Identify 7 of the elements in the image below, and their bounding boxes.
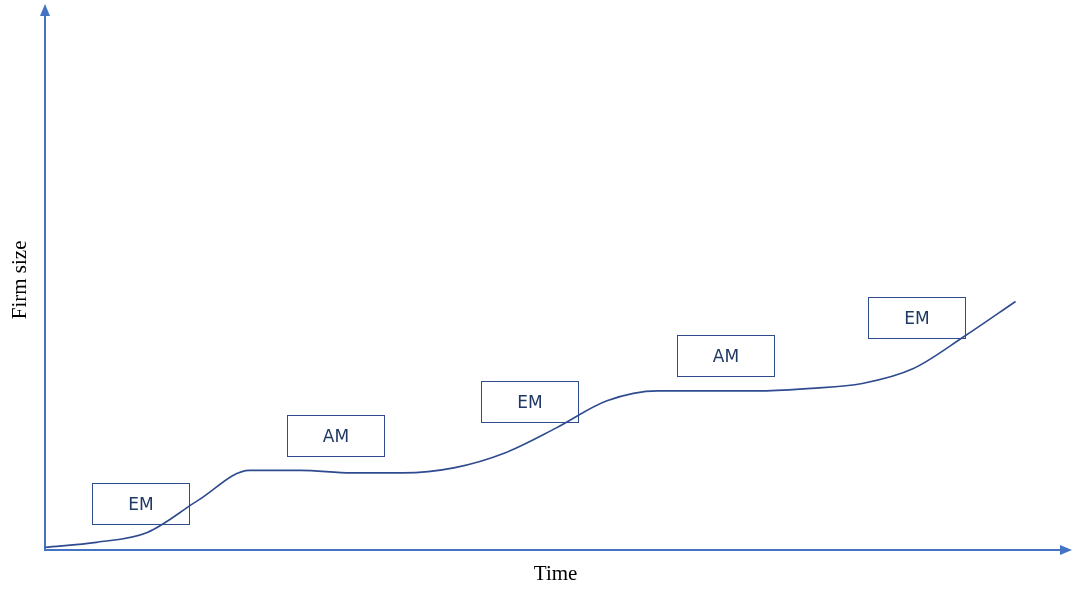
label-box: EM [481, 381, 579, 423]
x-axis-title: Time [533, 560, 578, 585]
label-box: EM [868, 297, 966, 339]
label-box: AM [677, 335, 775, 377]
y-axis-title: Firm size [7, 240, 32, 320]
label-box: AM [287, 415, 385, 457]
label-box: EM [92, 483, 190, 525]
